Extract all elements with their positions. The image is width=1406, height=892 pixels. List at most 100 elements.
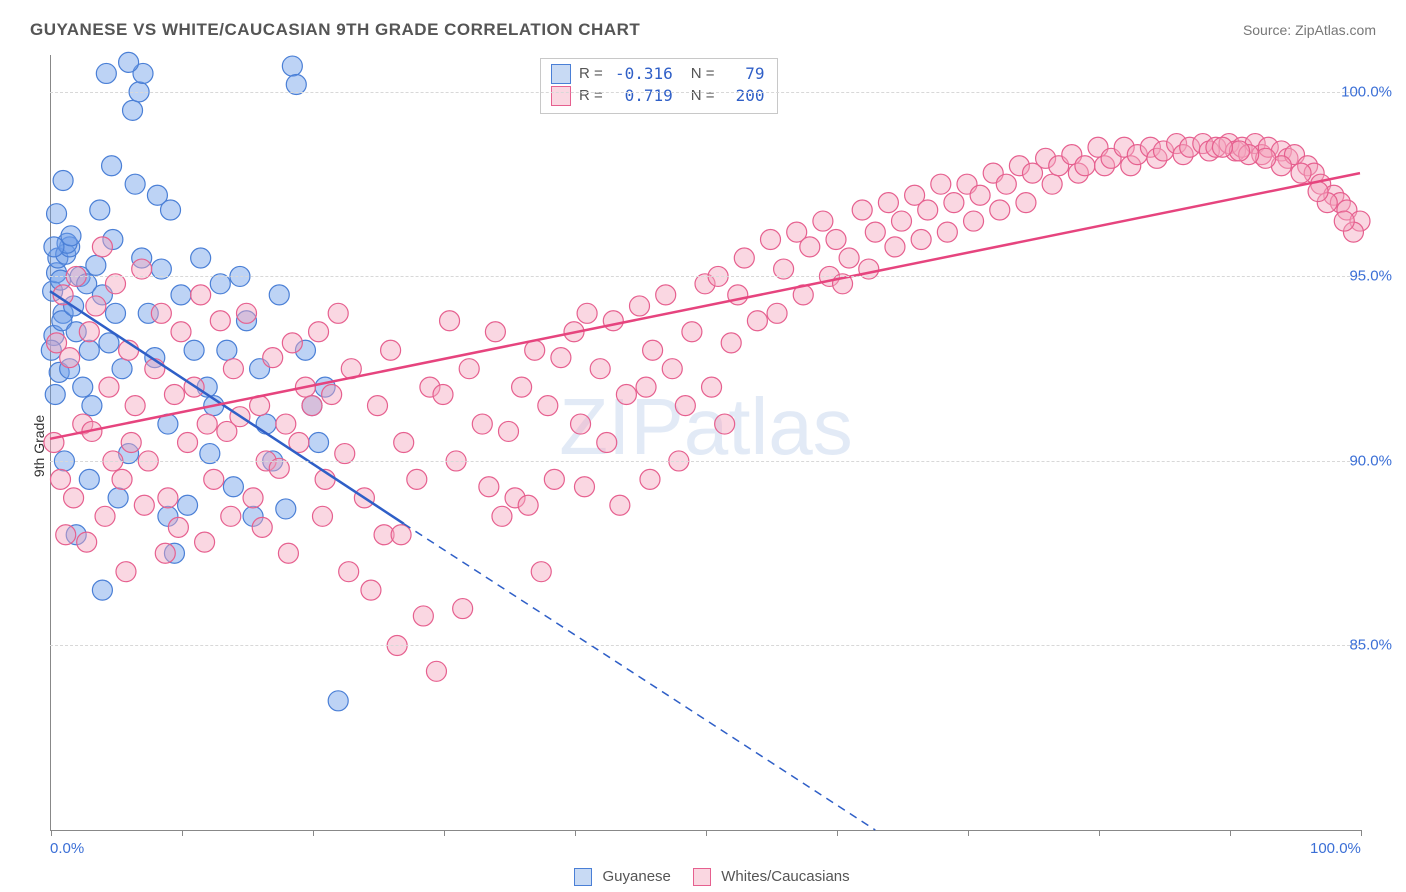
xtick <box>1230 830 1231 836</box>
xtick <box>1361 830 1362 836</box>
data-point <box>656 285 676 305</box>
data-point <box>191 248 211 268</box>
data-point <box>263 348 283 368</box>
data-point <box>309 322 329 342</box>
data-point <box>800 237 820 257</box>
data-point <box>892 211 912 231</box>
data-point <box>269 285 289 305</box>
data-point <box>50 469 70 489</box>
data-point <box>282 333 302 353</box>
ytick-label: 95.0% <box>1349 268 1392 285</box>
xtick <box>575 830 576 836</box>
data-point <box>682 322 702 342</box>
source-label: Source: ZipAtlas.com <box>1243 22 1376 38</box>
xtick-label: 100.0% <box>1310 840 1361 857</box>
data-point <box>53 170 73 190</box>
data-point <box>747 311 767 331</box>
data-point <box>47 204 67 224</box>
data-point <box>616 385 636 405</box>
data-point <box>79 469 99 489</box>
data-point <box>531 562 551 582</box>
data-point <box>1212 137 1232 157</box>
data-point <box>761 230 781 250</box>
data-point <box>112 359 132 379</box>
data-point <box>328 691 348 711</box>
data-point <box>839 248 859 268</box>
data-point <box>479 477 499 497</box>
data-point <box>282 56 302 76</box>
data-point <box>407 469 427 489</box>
data-point <box>145 359 165 379</box>
data-point <box>361 580 381 600</box>
data-point <box>147 185 167 205</box>
gridline-h <box>50 92 1360 93</box>
data-point <box>197 414 217 434</box>
xtick <box>444 830 445 836</box>
data-point <box>155 543 175 563</box>
stat-blue-n: 79 <box>723 63 765 85</box>
data-point <box>86 255 106 275</box>
chart-title: GUYANESE VS WHITE/CAUCASIAN 9TH GRADE CO… <box>30 20 640 40</box>
stats-box: R = -0.316 N = 79 R = 0.719 N = 200 <box>540 58 778 114</box>
data-point <box>322 385 342 405</box>
data-point <box>95 506 115 526</box>
data-point <box>885 237 905 257</box>
ytick-label: 100.0% <box>1341 83 1392 100</box>
data-point <box>1334 211 1354 231</box>
data-point <box>721 333 741 353</box>
data-point <box>485 322 505 342</box>
xtick <box>313 830 314 836</box>
xtick-label: 0.0% <box>50 840 84 857</box>
data-point <box>178 495 198 515</box>
data-point <box>1291 163 1311 183</box>
data-point <box>426 661 446 681</box>
data-point <box>195 532 215 552</box>
data-point <box>472 414 492 434</box>
stat-n-label-2: N = <box>691 85 715 107</box>
data-point <box>79 322 99 342</box>
data-point <box>309 433 329 453</box>
data-point <box>551 348 571 368</box>
data-point <box>381 340 401 360</box>
data-point <box>715 414 735 434</box>
data-point <box>204 469 224 489</box>
stat-pink-n: 200 <box>723 85 765 107</box>
data-point <box>339 562 359 582</box>
data-point <box>256 414 276 434</box>
data-point <box>278 543 298 563</box>
stats-row-blue: R = -0.316 N = 79 <box>551 63 765 85</box>
data-point <box>56 525 76 545</box>
data-point <box>302 396 322 416</box>
data-point <box>171 322 191 342</box>
data-point <box>1042 174 1062 194</box>
data-point <box>492 506 512 526</box>
data-point <box>970 185 990 205</box>
data-point <box>996 174 1016 194</box>
data-point <box>243 488 263 508</box>
xtick <box>51 830 52 836</box>
stat-blue-r: -0.316 <box>611 63 673 85</box>
data-point <box>184 340 204 360</box>
xtick <box>837 830 838 836</box>
data-point <box>391 525 411 545</box>
data-point <box>499 421 519 441</box>
data-point <box>459 359 479 379</box>
data-point <box>125 174 145 194</box>
data-point <box>112 469 132 489</box>
data-point <box>918 200 938 220</box>
data-point <box>82 396 102 416</box>
ytick-label: 85.0% <box>1349 637 1392 654</box>
data-point <box>964 211 984 231</box>
data-point <box>394 433 414 453</box>
data-point <box>86 296 106 316</box>
legend-swatch-blue-icon <box>574 868 592 886</box>
data-point <box>1016 193 1036 213</box>
data-point <box>99 377 119 397</box>
data-point <box>312 506 332 526</box>
data-point <box>640 469 660 489</box>
data-point <box>237 303 257 323</box>
data-point <box>538 396 558 416</box>
xtick <box>182 830 183 836</box>
data-point <box>911 230 931 250</box>
data-point <box>610 495 630 515</box>
